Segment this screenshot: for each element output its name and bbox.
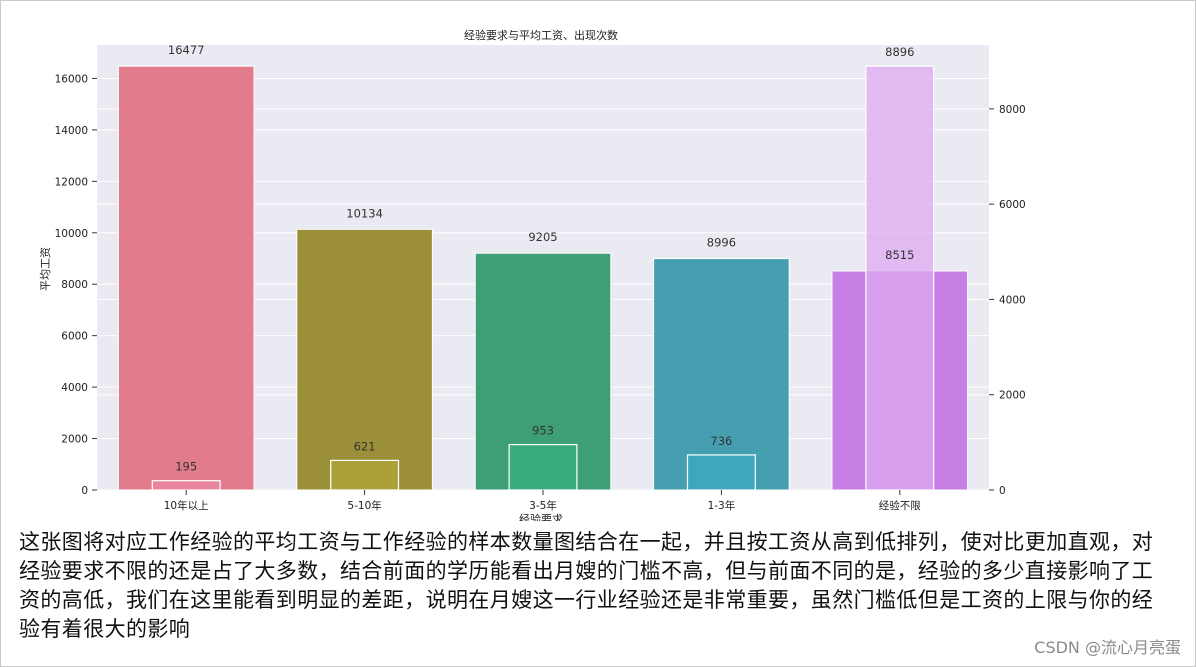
chart-title: 经验要求与平均工资、出现次数 xyxy=(464,28,618,42)
right-tick-label: 8000 xyxy=(999,104,1026,116)
count-value-label: 736 xyxy=(710,434,732,448)
y-axis-label: 平均工资 xyxy=(39,247,52,291)
x-axis-ticks: 10年以上 5-10年 3-5年 1-3年 经验不限 xyxy=(164,490,921,512)
count-bar xyxy=(686,454,756,491)
left-tick-label: 4000 xyxy=(61,382,88,394)
count-bar xyxy=(151,480,221,491)
left-tick-label: 2000 xyxy=(61,434,88,446)
salary-bars xyxy=(117,65,969,491)
left-tick-label: 10000 xyxy=(55,228,88,240)
salary-bar xyxy=(296,228,433,491)
left-tick-label: 8000 xyxy=(61,279,88,291)
salary-value-label: 9205 xyxy=(528,230,557,244)
data-labels: 16477 195 10134 621 9205 953 8996 736 8515 8896 xyxy=(168,43,915,474)
watermark: CSDN @流心月亮蛋 xyxy=(1034,638,1181,657)
salary-value-label: 8515 xyxy=(885,248,914,262)
left-tick-label: 16000 xyxy=(55,73,88,85)
x-tick-label: 10年以上 xyxy=(164,499,209,512)
right-tick-label: 2000 xyxy=(999,390,1026,402)
count-value-label: 8896 xyxy=(885,45,914,59)
x-tick-label: 3-5年 xyxy=(529,499,557,512)
salary-value-label: 8996 xyxy=(707,236,736,250)
x-tick-label: 经验不限 xyxy=(879,499,921,512)
left-axis-ticks: 0 2000 4000 6000 8000 10000 12000 14000 16000 xyxy=(55,73,97,497)
left-tick-label: 12000 xyxy=(55,176,88,188)
salary-value-label: 16477 xyxy=(168,43,205,57)
chart: 16477 195 10134 621 9205 953 8996 736 8515 8896 0… xyxy=(39,28,1026,521)
left-tick-label: 0 xyxy=(81,485,88,497)
count-value-label: 195 xyxy=(175,460,197,474)
count-bar xyxy=(508,443,578,491)
right-axis-ticks: 0 2000 4000 6000 8000 xyxy=(989,104,1026,497)
x-axis-label: 经验要求 xyxy=(519,512,563,521)
left-tick-label: 14000 xyxy=(55,125,88,137)
salary-bar xyxy=(653,258,790,491)
salary-value-label: 10134 xyxy=(346,206,383,220)
x-tick-label: 5-10年 xyxy=(347,499,381,512)
x-tick-label: 1-3年 xyxy=(708,499,736,512)
caption-text: 这张图将对应工作经验的平均工资与工作经验的样本数量图结合在一起，并且按工资从高到… xyxy=(19,530,1154,641)
right-tick-label: 0 xyxy=(999,485,1006,497)
count-bar xyxy=(865,65,935,491)
count-bar xyxy=(330,459,400,491)
left-tick-label: 6000 xyxy=(61,331,88,343)
right-tick-label: 6000 xyxy=(999,199,1026,211)
count-value-label: 621 xyxy=(354,439,376,453)
count-value-label: 953 xyxy=(532,424,554,438)
salary-bar xyxy=(117,65,255,491)
count-bars xyxy=(151,65,935,491)
right-tick-label: 4000 xyxy=(999,294,1026,306)
